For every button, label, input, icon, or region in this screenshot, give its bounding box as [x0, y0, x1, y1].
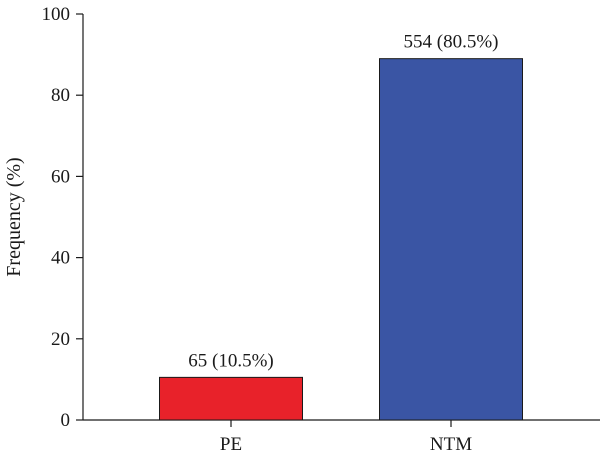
data-label-ntm: 554 (80.5%)	[404, 32, 499, 53]
y-axis: 0 20 40 60 80 100	[42, 4, 84, 431]
x-axis: PE NTM	[83, 419, 600, 455]
y-axis-title: Frequency (%)	[3, 157, 25, 276]
bars	[159, 58, 523, 421]
data-label-pe: 65 (10.5%)	[188, 350, 273, 371]
y-tick-label: 60	[51, 166, 70, 187]
data-labels: 65 (10.5%) 554 (80.5%)	[188, 32, 498, 372]
bar-ntm	[379, 58, 523, 421]
bar-pe	[159, 376, 303, 421]
y-tick-label: 80	[51, 85, 70, 106]
y-tick-label: 20	[51, 329, 70, 350]
x-tick-label-pe: PE	[220, 434, 242, 455]
y-tick-label: 40	[51, 248, 70, 269]
y-tick-label: 100	[42, 4, 71, 25]
x-tick-label-ntm: NTM	[430, 434, 472, 455]
y-tick-label: 0	[61, 410, 71, 431]
